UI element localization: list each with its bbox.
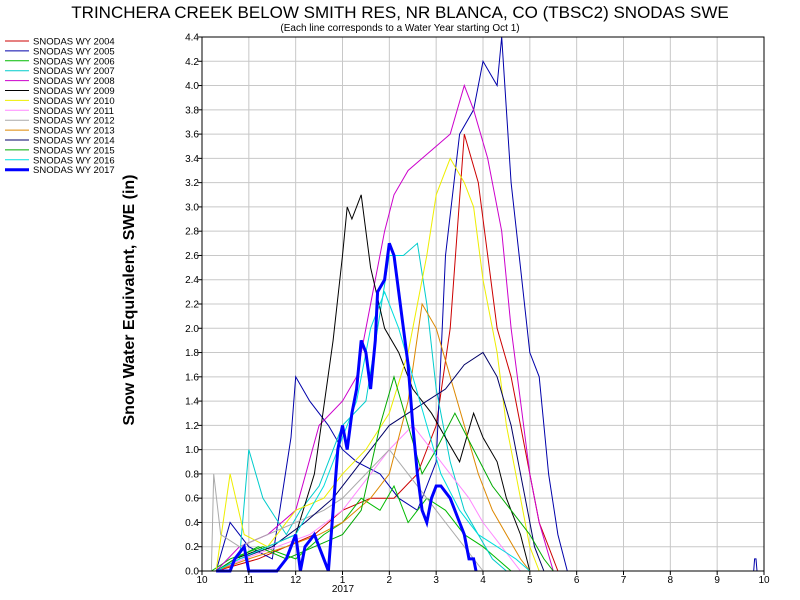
series-line-snodas-wy-2007 [215, 242, 507, 572]
legend-label: SNODAS WY 2017 [33, 165, 115, 176]
x-tick-label: 11 [244, 575, 255, 586]
legend-label: SNODAS WY 2004 [33, 37, 115, 48]
legend-label: SNODAS WY 2005 [33, 46, 115, 57]
y-tick-label: 0.0 [185, 567, 199, 578]
x-tick-labels: 10 11 12 1 2 3 4 5 6 7 8 9 10 [196, 571, 770, 586]
x-tick-label: 10 [758, 575, 770, 586]
series-line-snodas-wy-2013 [215, 302, 531, 572]
series-line-snodas-wy-2006 [211, 484, 512, 572]
legend-label: SNODAS WY 2007 [33, 66, 115, 77]
legend-label: SNODAS WY 2012 [33, 116, 115, 127]
legend-label: SNODAS WY 2009 [33, 86, 115, 97]
y-tick-label: 0.4 [185, 518, 199, 529]
y-tick-label: 3.6 [185, 130, 199, 141]
legend-label: SNODAS WY 2011 [33, 106, 114, 117]
y-tick-label: 3.0 [185, 202, 199, 213]
legend-label: SNODAS WY 2014 [33, 136, 115, 147]
series-line-snodas-wy-2005 [215, 36, 568, 572]
y-tick-label: 2.0 [185, 324, 199, 335]
y-tick-label: 2.4 [185, 275, 199, 286]
y-tick-label: 4.4 [185, 33, 199, 44]
series-line-extra [753, 558, 758, 572]
series-line-snodas-wy-2016 [215, 290, 531, 572]
y-tick-label: 4.0 [185, 81, 199, 92]
chart-title: TRINCHERA CREEK BELOW SMITH RES, NR BLAN… [71, 3, 728, 22]
x-tick-label: 5 [527, 575, 533, 586]
y-tick-labels: 0.0 0.2 0.4 0.6 0.8 1.0 1.2 1.4 1.6 1.8 2.0 2.2 2.4 2… [185, 33, 202, 578]
y-tick-label: 0.6 [185, 494, 199, 505]
x-tick-label: 6 [574, 575, 580, 586]
legend-label: SNODAS WY 2013 [33, 126, 115, 137]
series-line-snodas-wy-2012 [210, 448, 484, 572]
y-tick-label: 3.2 [185, 178, 199, 189]
series-group [210, 36, 758, 573]
x-tick-label: 4 [480, 575, 486, 586]
x-year-label: 2017 [332, 584, 355, 595]
x-tick-label: 3 [433, 575, 439, 586]
x-tick-label: 2 [387, 575, 393, 586]
y-tick-label: 3.8 [185, 105, 199, 116]
y-tick-label: 0.8 [185, 469, 199, 480]
series-line-snodas-wy-2009 [215, 194, 531, 572]
legend-label: SNODAS WY 2006 [33, 56, 115, 67]
x-tick-label: 1 [340, 575, 346, 586]
x-tick-label: 9 [714, 575, 720, 586]
x-tick-label: 8 [668, 575, 674, 586]
y-tick-label: 2.6 [185, 251, 199, 262]
series-line-snodas-wy-2017 [216, 242, 478, 573]
y-tick-label: 1.2 [185, 421, 199, 432]
y-tick-label: 1.0 [185, 445, 199, 456]
y-tick-label: 3.4 [185, 154, 199, 165]
chart-subtitle: (Each line corresponds to a Water Year s… [280, 23, 519, 34]
y-tick-label: 1.6 [185, 372, 199, 383]
series-line-snodas-wy-2011 [215, 424, 521, 572]
y-tick-label: 0.2 [185, 542, 199, 553]
legend-label: SNODAS WY 2016 [33, 155, 115, 166]
y-axis-label: Snow Water Equivalent, SWE (in) [121, 175, 138, 426]
y-tick-label: 1.8 [185, 348, 199, 359]
y-tick-label: 1.4 [185, 397, 199, 408]
y-tick-label: 4.2 [185, 57, 199, 68]
legend-label: SNODAS WY 2008 [33, 76, 115, 87]
y-tick-label: 2.8 [185, 227, 199, 238]
x-tick-label: 10 [196, 575, 208, 586]
series-line-snodas-wy-2004 [215, 133, 559, 572]
series-line-snodas-wy-2014 [215, 351, 545, 572]
legend-label: SNODAS WY 2015 [33, 145, 115, 156]
series-line-snodas-wy-2010 [215, 157, 540, 572]
x-tick-label: 7 [621, 575, 627, 586]
y-tick-label: 2.2 [185, 300, 199, 311]
series-line-snodas-wy-2008 [215, 83, 554, 572]
legend-label: SNODAS WY 2010 [33, 96, 115, 107]
x-tick-label: 12 [290, 575, 302, 586]
